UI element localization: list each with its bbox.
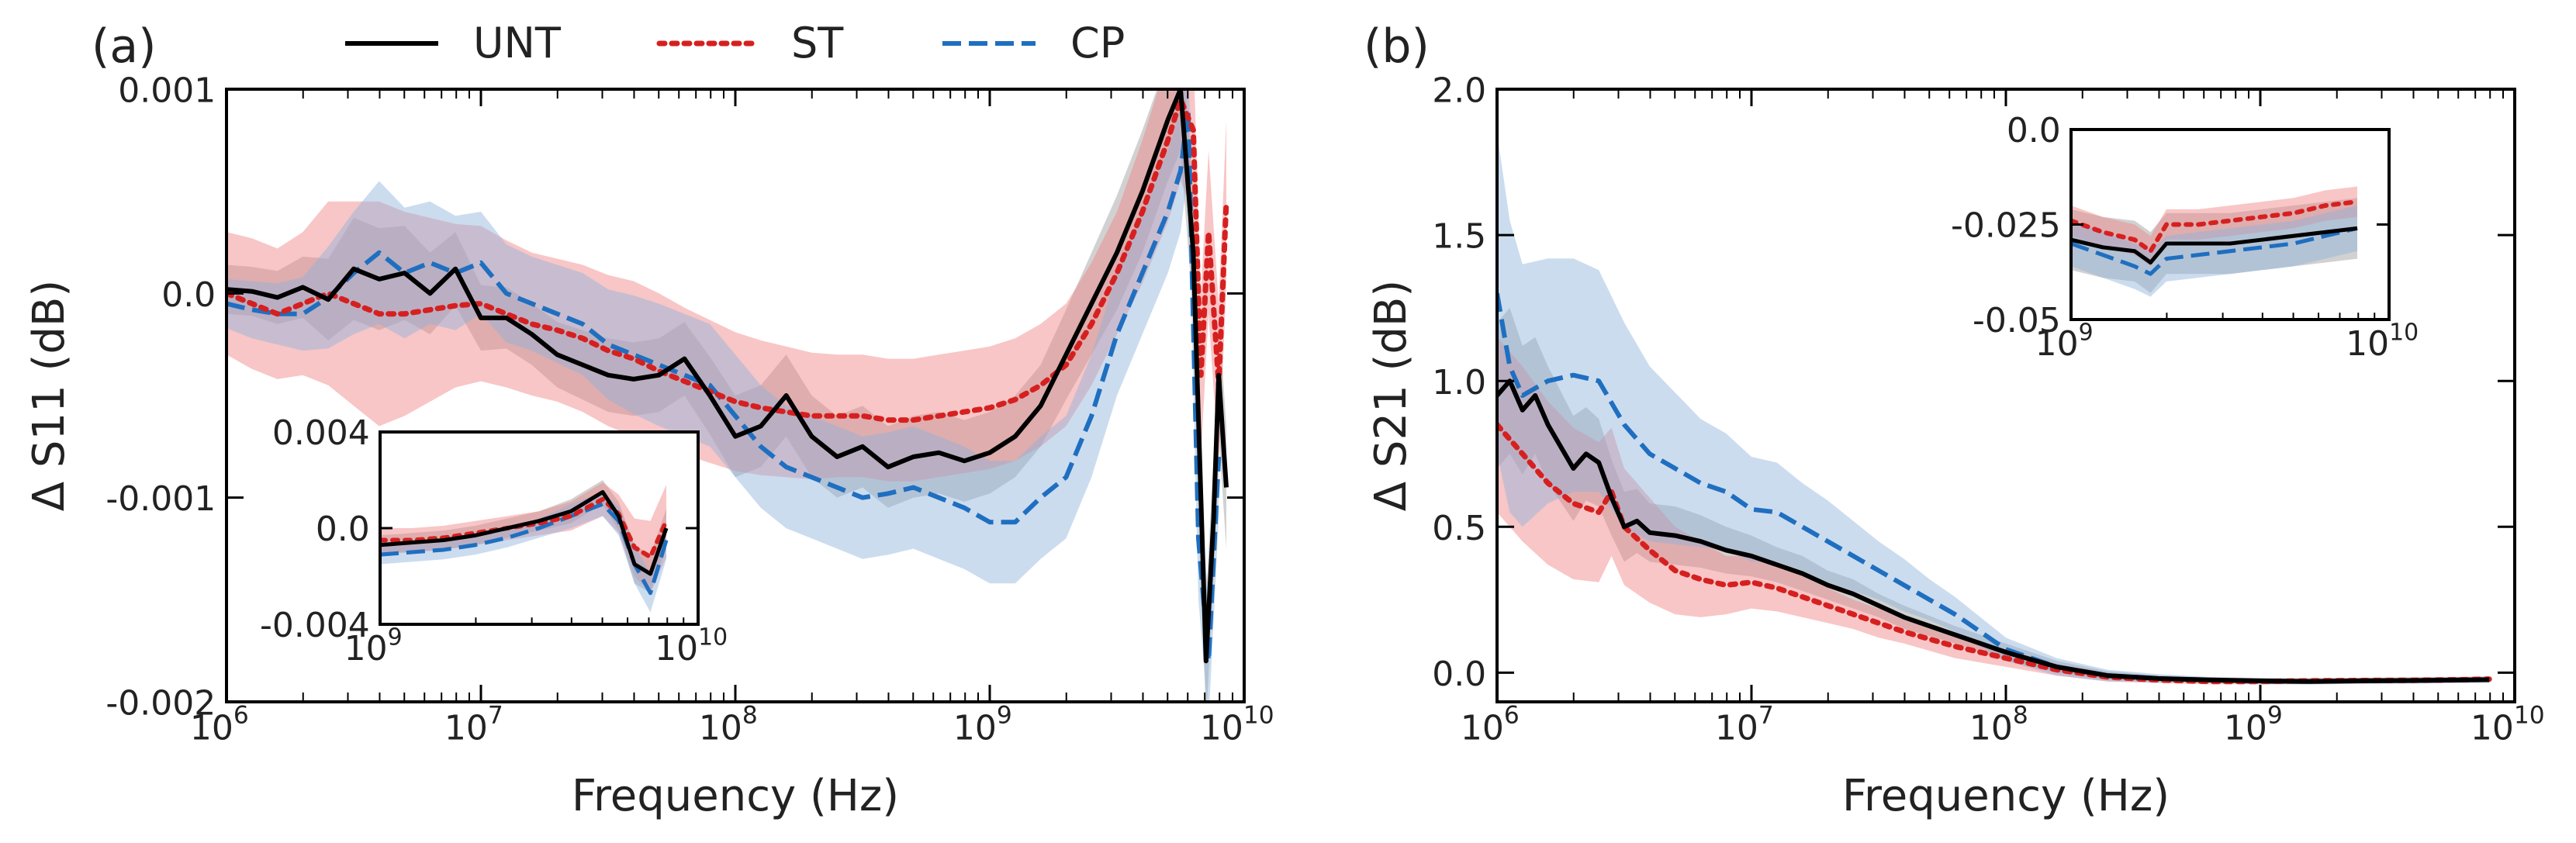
- panel-a-ticks: 106 107 108 109 1010 0.001 0.0 -0.001 -0.002: [105, 71, 1274, 748]
- panel-a-inset-band-st: [380, 482, 666, 593]
- panel-b: 106 107 108 109 1010 2.0 1.5 1.0 0.5 0.0 109 1010 0…: [1366, 71, 2545, 821]
- panel-a-inset-xtick-label: 109: [344, 624, 403, 669]
- panel-b-inset-ytick-label: 0.0: [2007, 111, 2061, 150]
- panel-b-inset-line-st: [2071, 199, 2360, 254]
- panel-b-ytick-label: 0.0: [1432, 655, 1486, 694]
- panel-b-inset-band-cp: [2071, 206, 2357, 297]
- panel-a-inset-line-cp: [380, 502, 669, 596]
- panel-b-inset-ytick-label: -0.05: [1973, 301, 2061, 340]
- panel-b-ytick-label: 0.5: [1432, 509, 1486, 548]
- panel-b-inset-ticks: 109 1010 0.0 -0.025 -0.05: [1951, 111, 2419, 364]
- panel-b-ticks: 106 107 108 109 1010 2.0 1.5 1.0 0.5 0.0: [1432, 71, 2544, 748]
- panel-b-inset-xtick-label: 109: [2035, 319, 2094, 364]
- panel-a-line-cp: [226, 107, 1222, 664]
- panel-a-ytick-label: 0.001: [118, 71, 216, 111]
- panel-a: 106 107 108 109 1010 0.001 0.0 -0.001 -0.002 109…: [24, 71, 1274, 821]
- panel-b-inset-line-cp: [2071, 226, 2358, 276]
- panel-a-inset-frame: [379, 430, 700, 626]
- panel-label-b: (b): [1364, 19, 1430, 74]
- panel-b-band-st: [1497, 337, 2490, 685]
- panel-a-inset-xtick-label: 1010: [655, 624, 728, 669]
- panel-b-band-cp: [1497, 133, 2490, 685]
- panel-a-xlabel: Frequency (Hz): [572, 771, 899, 821]
- panel-b-ylabel: Δ S21 (dB): [1366, 280, 1416, 511]
- panel-b-bands: [1497, 133, 2490, 685]
- panel-b-frame: [1495, 88, 2516, 703]
- panel-b-inset-ytick-label: -0.025: [1951, 206, 2061, 245]
- panel-a-ylabel: Δ S11 (dB): [24, 280, 74, 511]
- panel-a-frame: [225, 88, 1246, 703]
- panel-a-ytick-label: -0.002: [105, 684, 216, 724]
- legend-label-unt: UNT: [473, 19, 562, 67]
- legend: UNT ST CP: [345, 19, 1125, 67]
- panel-a-line-unt: [226, 89, 1229, 664]
- panel-b-inset-frame: [2069, 128, 2391, 321]
- panel-b-xtick-label: 109: [2224, 702, 2283, 748]
- legend-label-st: ST: [791, 19, 844, 67]
- panel-b-ytick-label: 1.5: [1432, 217, 1486, 257]
- panel-a-band-st: [226, 89, 1226, 482]
- panel-a-inset-line-unt: [380, 489, 669, 576]
- panel-a-inset-ytick-label: 0.004: [272, 413, 370, 453]
- panel-b-xlabel: Frequency (Hz): [1842, 771, 2170, 821]
- panel-a-inset-line-st: [380, 496, 669, 560]
- panel-b-inset-bg: [2071, 130, 2389, 320]
- panel-b-inset: 109 1010 0.0 -0.025 -0.05: [1951, 111, 2419, 364]
- legend-label-cp: CP: [1070, 19, 1125, 67]
- panel-a-xtick-label: 1010: [1200, 702, 1274, 748]
- panel-b-line-unt: [1497, 378, 2490, 684]
- panel-a-ytick-label: 0.0: [161, 275, 216, 315]
- panel-b-lines: [1497, 292, 2492, 685]
- panel-a-line-st: [226, 96, 1229, 423]
- panel-b-ytick-label: 1.0: [1432, 363, 1486, 402]
- panel-a-xtick-label: 107: [444, 702, 503, 748]
- panel-a-xtick-label: 108: [699, 702, 758, 748]
- panel-a-band-unt: [226, 89, 1226, 702]
- panel-b-inset-xtick-label: 1010: [2346, 319, 2419, 364]
- panel-a-bands: [226, 89, 1226, 702]
- panel-a-inset-lines: [380, 489, 669, 596]
- panel-a-xtick-label: 106: [190, 702, 249, 748]
- panel-b-xtick-label: 107: [1715, 702, 1774, 748]
- panel-b-xtick-label: 108: [1969, 702, 2028, 748]
- panel-b-xtick-label: 106: [1461, 702, 1520, 748]
- panel-b-inset-line-unt: [2071, 226, 2358, 265]
- panel-b-ytick-label: 2.0: [1432, 71, 1486, 111]
- panel-a-xtick-label: 109: [953, 702, 1012, 748]
- panel-b-inset-lines: [2071, 199, 2360, 276]
- panel-b-xtick-label: 1010: [2471, 702, 2545, 748]
- panel-a-inset-ytick-label: 0.0: [316, 510, 370, 549]
- panel-a-ytick-label: -0.001: [105, 479, 216, 519]
- panel-a-inset: 109 1010 0.004 0.0 -0.004: [260, 413, 728, 669]
- panel-label-a: (a): [92, 19, 157, 74]
- panel-a-lines: [226, 89, 1229, 664]
- panel-a-inset-ytick-label: -0.004: [260, 606, 370, 645]
